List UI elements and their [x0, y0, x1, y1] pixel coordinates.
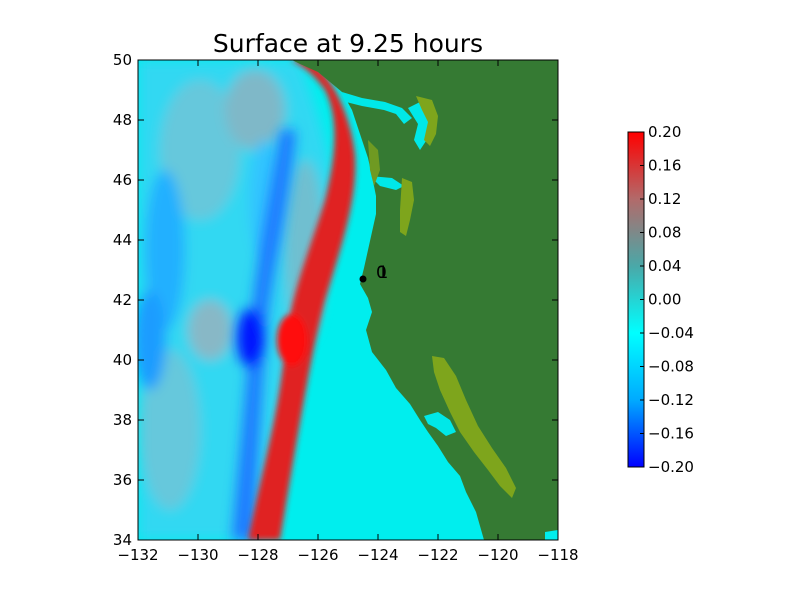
colorbar-tick-label: −0.16	[648, 425, 694, 443]
gauge-label: 0	[376, 263, 387, 283]
lowland-areas	[368, 96, 516, 498]
ocean-light-trough-1	[145, 170, 185, 330]
colorbar-tick-label: −0.08	[648, 358, 694, 376]
colorbar-ticks: 0.20 0.16 0.12 0.08 0.04 0.00 −0.04 −0.08 −0.12 −…	[640, 123, 694, 476]
x-axis-ticks: −132 −130 −128 −126 −124 −122 −120 −118	[117, 60, 579, 564]
colorbar-tick-label: 0.08	[648, 224, 681, 242]
colorbar-tick-label: 0.20	[648, 123, 681, 141]
x-tick-label: −126	[297, 546, 338, 564]
y-tick-label: 42	[113, 291, 132, 309]
crest-band	[248, 60, 356, 540]
colorbar-tick-label: 0.00	[648, 291, 681, 309]
columbia-estuary	[370, 176, 404, 190]
y-tick-label: 40	[113, 351, 132, 369]
ocean-pale-patch-2	[225, 70, 285, 150]
x-tick-label: −132	[117, 546, 158, 564]
y-axis-ticks: 34 36 38 40 42 44 46 48 50	[113, 51, 558, 549]
trough-core	[237, 308, 265, 368]
strait-juan-de-fuca	[342, 92, 412, 124]
y-tick-label: 44	[113, 231, 132, 249]
map-area	[138, 60, 558, 540]
willamette-valley	[400, 178, 414, 236]
coastal-lowland	[368, 140, 380, 186]
central-valley	[432, 356, 516, 498]
wave-crest	[248, 60, 356, 540]
colorbar-tick-label: 0.04	[648, 257, 681, 275]
y-tick-label: 36	[113, 471, 132, 489]
y-tick-label: 48	[113, 111, 132, 129]
x-tick-label: −118	[537, 546, 578, 564]
ocean-pale-patch-1	[160, 80, 240, 220]
y-tick-label: 50	[113, 51, 132, 69]
wave-trough	[232, 130, 296, 540]
x-tick-label: −122	[417, 546, 458, 564]
colorbar-tick-label: −0.04	[648, 324, 694, 342]
colorbar-tick-label: −0.20	[648, 458, 694, 476]
colorbar-tick-label: 0.16	[648, 157, 681, 175]
y-tick-label: 38	[113, 411, 132, 429]
land-mass	[292, 60, 558, 540]
x-tick-label: −130	[177, 546, 218, 564]
x-tick-label: −124	[357, 546, 398, 564]
colorbar-tick-label: 0.12	[648, 190, 681, 208]
gauge-label: 1	[378, 263, 389, 283]
y-tick-label: 34	[113, 531, 132, 549]
colorbar-tick-label: −0.12	[648, 391, 694, 409]
san-francisco-bay	[424, 412, 456, 436]
colorbar: 0.20 0.16 0.12 0.08 0.04 0.00 −0.04 −0.08 −0.12 −…	[627, 123, 694, 476]
gauge-dot	[359, 275, 367, 283]
crest-core	[277, 314, 307, 366]
y-tick-label: 46	[113, 171, 132, 189]
ocean-pale-patch-3	[140, 350, 200, 510]
ocean-light-trough-2	[138, 290, 166, 390]
x-tick-label: −128	[237, 546, 278, 564]
gauge-markers: 01	[359, 263, 389, 283]
chart-title: Surface at 9.25 hours	[213, 29, 483, 58]
puget-lowland	[416, 96, 438, 146]
ocean-pale-patch-4	[188, 300, 232, 360]
x-tick-label: −120	[477, 546, 518, 564]
